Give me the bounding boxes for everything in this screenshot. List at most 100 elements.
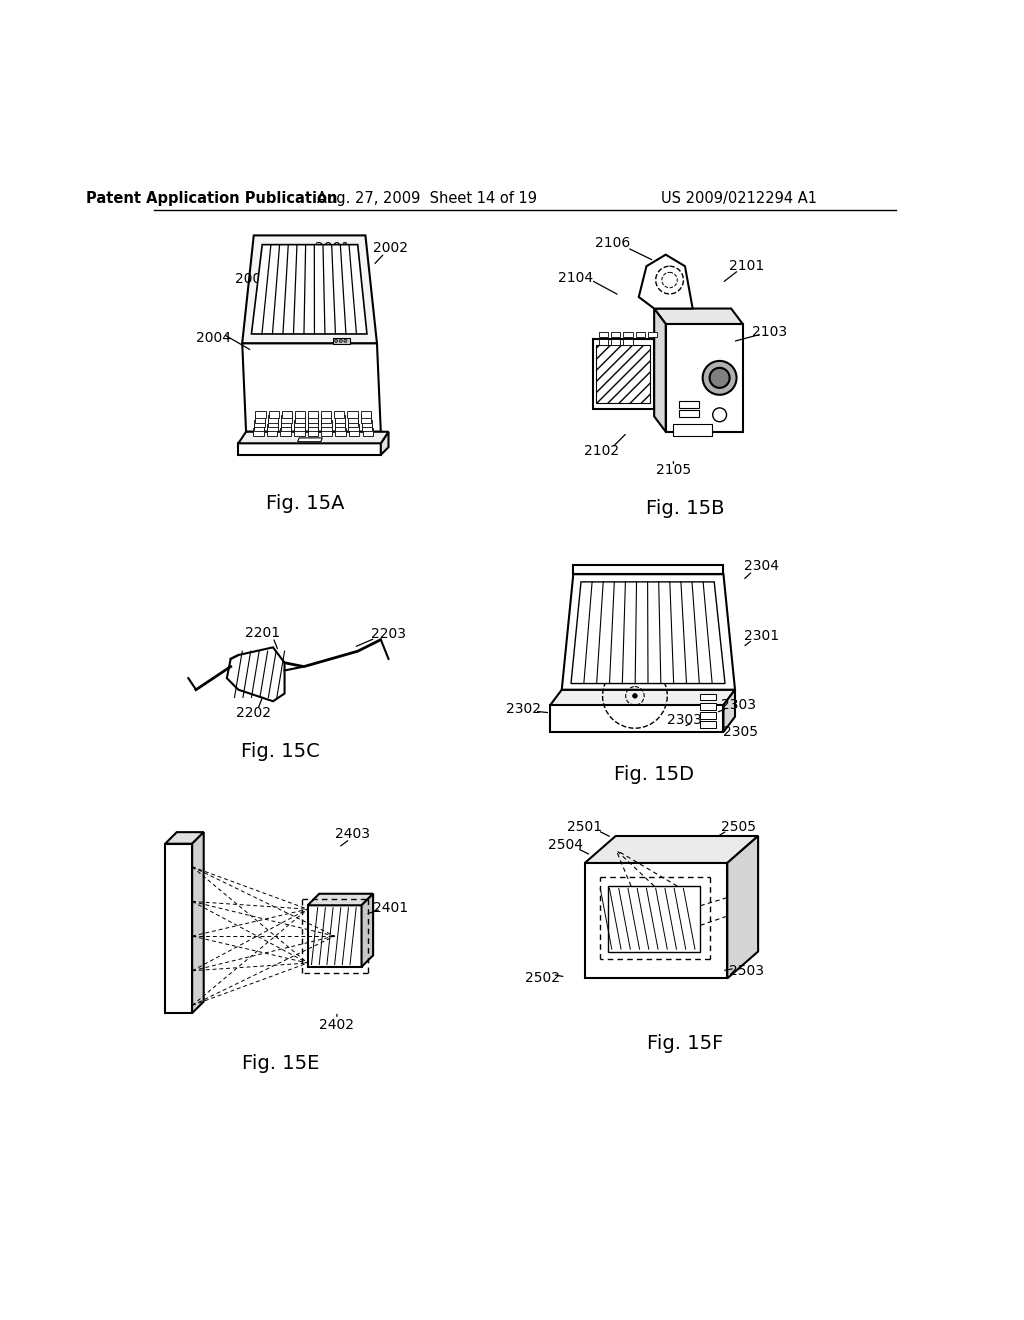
Polygon shape <box>294 424 305 432</box>
Polygon shape <box>666 323 742 432</box>
Polygon shape <box>165 832 204 843</box>
Polygon shape <box>243 235 377 343</box>
Text: Fig. 15C: Fig. 15C <box>242 742 321 760</box>
Polygon shape <box>253 428 263 436</box>
Polygon shape <box>700 702 716 710</box>
Circle shape <box>702 360 736 395</box>
Polygon shape <box>308 428 318 436</box>
Polygon shape <box>654 309 666 432</box>
Text: Fig. 15A: Fig. 15A <box>266 494 345 513</box>
Polygon shape <box>349 428 359 436</box>
Polygon shape <box>243 343 381 432</box>
Text: 2101: 2101 <box>729 259 764 273</box>
Polygon shape <box>335 420 345 426</box>
Polygon shape <box>361 420 372 426</box>
Polygon shape <box>295 411 305 418</box>
Text: 2203: 2203 <box>371 627 406 642</box>
Polygon shape <box>361 416 372 422</box>
Polygon shape <box>267 420 278 426</box>
Text: 2003: 2003 <box>234 272 269 286</box>
Text: 2103: 2103 <box>752 325 787 339</box>
Text: 2401: 2401 <box>374 900 409 915</box>
Polygon shape <box>360 411 371 418</box>
Text: 2305: 2305 <box>723 725 758 739</box>
Text: Patent Application Publication: Patent Application Publication <box>86 191 337 206</box>
Text: 2501: 2501 <box>567 820 602 834</box>
Polygon shape <box>624 331 633 337</box>
Polygon shape <box>255 411 265 418</box>
Polygon shape <box>295 420 305 426</box>
Polygon shape <box>254 420 264 426</box>
Polygon shape <box>679 401 698 408</box>
Text: 2402: 2402 <box>319 1018 354 1032</box>
Text: 2505: 2505 <box>721 820 757 834</box>
Circle shape <box>339 339 342 342</box>
Polygon shape <box>308 420 318 426</box>
Polygon shape <box>266 428 278 436</box>
Text: 2104: 2104 <box>558 271 593 285</box>
Text: 2301: 2301 <box>744 628 779 643</box>
Circle shape <box>344 339 347 342</box>
Polygon shape <box>550 705 724 733</box>
Polygon shape <box>654 309 742 323</box>
Text: 2302: 2302 <box>506 702 541 715</box>
Polygon shape <box>295 416 305 422</box>
Polygon shape <box>348 420 358 426</box>
Polygon shape <box>648 331 657 337</box>
Circle shape <box>710 368 730 388</box>
Polygon shape <box>282 416 292 422</box>
Polygon shape <box>362 424 373 432</box>
Polygon shape <box>322 424 332 432</box>
Polygon shape <box>608 886 700 952</box>
Polygon shape <box>679 411 698 417</box>
Circle shape <box>335 339 338 342</box>
Polygon shape <box>252 244 367 334</box>
Polygon shape <box>593 339 654 409</box>
Text: 2102: 2102 <box>585 444 620 458</box>
Polygon shape <box>193 832 204 1014</box>
Polygon shape <box>361 894 373 966</box>
Polygon shape <box>298 438 323 442</box>
Polygon shape <box>268 416 279 422</box>
Text: 2502: 2502 <box>525 972 560 986</box>
Polygon shape <box>322 420 332 426</box>
Polygon shape <box>335 424 345 432</box>
Polygon shape <box>268 411 279 418</box>
Polygon shape <box>307 894 373 906</box>
Polygon shape <box>599 331 608 337</box>
Text: 2403: 2403 <box>335 828 370 841</box>
Polygon shape <box>700 711 716 719</box>
Polygon shape <box>611 331 621 337</box>
Polygon shape <box>562 574 735 689</box>
Polygon shape <box>700 693 716 701</box>
Polygon shape <box>381 432 388 455</box>
Text: Aug. 27, 2009  Sheet 14 of 19: Aug. 27, 2009 Sheet 14 of 19 <box>317 191 537 206</box>
Text: 2106: 2106 <box>595 236 630 249</box>
Polygon shape <box>727 836 758 978</box>
Polygon shape <box>348 424 359 432</box>
Polygon shape <box>308 411 318 418</box>
Polygon shape <box>335 416 345 422</box>
Polygon shape <box>724 689 735 733</box>
Polygon shape <box>674 424 712 436</box>
Text: Fig. 15F: Fig. 15F <box>647 1035 723 1053</box>
Text: 2201: 2201 <box>246 626 281 640</box>
Text: 2202: 2202 <box>237 706 271 719</box>
Circle shape <box>713 408 727 422</box>
Polygon shape <box>322 416 332 422</box>
Polygon shape <box>255 416 265 422</box>
Text: 2303: 2303 <box>668 714 702 727</box>
Text: 2105: 2105 <box>655 463 691 478</box>
Polygon shape <box>611 339 621 345</box>
Polygon shape <box>571 582 725 684</box>
Polygon shape <box>226 647 285 701</box>
Polygon shape <box>308 416 318 422</box>
Polygon shape <box>636 331 645 337</box>
Text: Fig. 15E: Fig. 15E <box>242 1053 319 1073</box>
Polygon shape <box>281 424 291 432</box>
Polygon shape <box>599 339 608 345</box>
Polygon shape <box>239 444 381 455</box>
Text: 2001: 2001 <box>314 242 350 256</box>
Polygon shape <box>550 689 735 705</box>
Polygon shape <box>267 424 278 432</box>
